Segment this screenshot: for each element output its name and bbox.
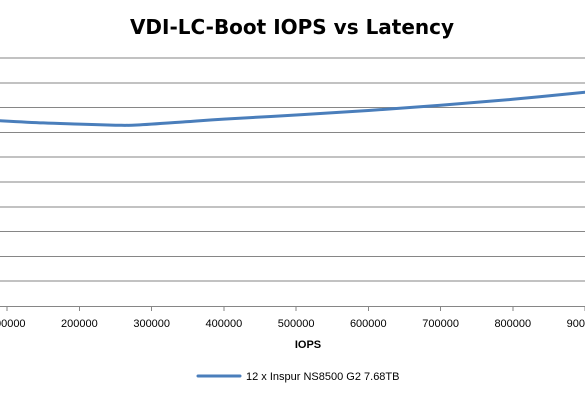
gridlines <box>0 57 585 282</box>
series-lines <box>0 90 585 127</box>
x-tick-label: 200000 <box>61 318 98 330</box>
x-tick-label: 800000 <box>494 318 531 330</box>
x-axis: 100000 200000 300000 400000 500000 600000 7000… <box>0 306 585 330</box>
x-tick-label: 400000 <box>206 318 243 330</box>
x-tick-label: 700000 <box>422 318 459 330</box>
chart-title: VDI-LC-Boot IOPS vs Latency <box>130 15 454 39</box>
series-line <box>0 90 585 127</box>
x-axis-label: IOPS <box>295 339 321 351</box>
x-tick-label: 500000 <box>278 318 315 330</box>
x-tick-label: 300000 <box>133 318 170 330</box>
x-tick-label: 100000 <box>0 318 26 330</box>
x-tick-label: 900000 <box>567 318 585 330</box>
legend: 12 x Inspur NS8500 G2 7.68TB <box>196 371 399 383</box>
x-tick-label: 600000 <box>350 318 387 330</box>
legend-label: 12 x Inspur NS8500 G2 7.68TB <box>246 371 399 383</box>
